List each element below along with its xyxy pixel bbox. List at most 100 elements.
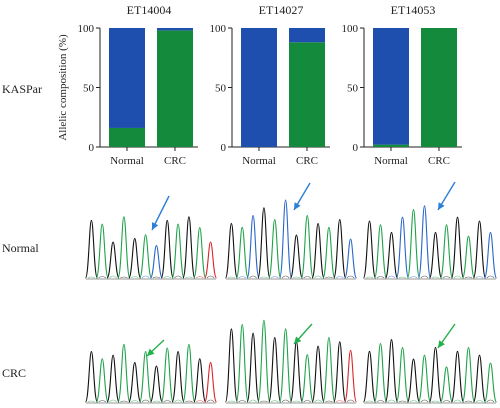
- trace-peak: [428, 346, 443, 403]
- trace-noise: [130, 276, 139, 279]
- trace-noise: [185, 400, 193, 403]
- trace-peak: [224, 222, 238, 279]
- trace-peak: [117, 343, 131, 403]
- bar-crc-segment-0: [421, 28, 457, 147]
- trace-peak: [417, 354, 432, 403]
- trace-noise: [141, 275, 150, 279]
- chromatogram-3: [84, 343, 218, 404]
- trace-noise: [453, 275, 462, 279]
- trace-peak: [439, 224, 454, 279]
- trace-peak: [257, 207, 271, 279]
- row-label-crc: CRC: [2, 366, 26, 380]
- bar-normal-segment-1: [241, 28, 277, 147]
- trace-peak: [257, 319, 271, 403]
- trace-peak: [344, 349, 358, 403]
- trace-peak: [246, 215, 260, 279]
- trace-noise: [398, 400, 407, 403]
- trace-noise: [174, 275, 182, 279]
- bar-crc-segment-1: [289, 28, 325, 43]
- trace-peak: [160, 347, 174, 403]
- trace-peak: [279, 199, 293, 279]
- row-label-normal: Normal: [2, 241, 39, 255]
- y-tick-label: 50: [215, 83, 227, 95]
- trace-noise: [325, 276, 333, 279]
- trace-noise: [120, 400, 128, 403]
- x-tick-label: Normal: [374, 155, 408, 167]
- trace-peak: [461, 346, 476, 403]
- trace-peak: [182, 343, 196, 403]
- trace-noise: [409, 400, 418, 403]
- trace-noise: [249, 399, 257, 403]
- trace-peak: [417, 205, 432, 279]
- trace-peak: [373, 224, 388, 279]
- trace-peak: [128, 361, 142, 403]
- trace-noise: [260, 276, 268, 279]
- trace-peak: [246, 332, 260, 403]
- trace-noise: [335, 400, 344, 403]
- trace-peak: [139, 234, 153, 279]
- chart-0: ET14004 0 50 100 Allelic composition (%) Norm…: [57, 3, 198, 167]
- trace-peak: [95, 223, 109, 279]
- x-tick-label: Normal: [110, 155, 144, 167]
- trace-peak: [106, 354, 120, 403]
- trace-peak: [182, 216, 196, 279]
- trace-noise: [486, 399, 495, 403]
- trace-noise: [335, 276, 344, 279]
- trace-peak: [279, 328, 293, 403]
- trace-noise: [238, 400, 247, 403]
- trace-noise: [98, 276, 107, 279]
- bar-normal-segment-0: [373, 144, 409, 147]
- trace-peak: [362, 350, 377, 403]
- trace-noise: [314, 275, 322, 279]
- trace-peak: [311, 345, 325, 403]
- trace-noise: [281, 399, 290, 403]
- trace-noise: [325, 400, 333, 403]
- trace-peak: [235, 324, 249, 403]
- bar-crc-segment-1: [157, 28, 193, 31]
- trace-peak: [139, 351, 153, 403]
- trace-peak: [472, 354, 487, 403]
- trace-noise: [260, 400, 268, 403]
- trace-noise: [376, 276, 385, 279]
- trace-peak: [171, 223, 185, 279]
- trace-peak: [472, 220, 487, 279]
- chart-2: ET14053 0 50 100 Normal CRC: [342, 3, 462, 167]
- bar-normal-segment-1: [373, 28, 409, 145]
- trace-peak: [95, 358, 109, 403]
- trace-noise: [270, 276, 279, 279]
- trace-noise: [141, 399, 150, 403]
- trace-noise: [98, 400, 107, 403]
- arrow-blue-icon: [151, 195, 170, 231]
- y-tick-label: 0: [89, 142, 95, 154]
- trace-noise: [303, 400, 312, 403]
- trace-peak: [344, 238, 358, 279]
- trace-noise: [120, 276, 128, 279]
- trace-peak: [84, 351, 98, 403]
- trace-noise: [346, 275, 355, 279]
- trace-noise: [292, 400, 301, 403]
- trace-peak: [149, 365, 163, 403]
- trace-noise: [163, 400, 172, 403]
- arrow-green-icon: [437, 323, 456, 349]
- trace-noise: [398, 276, 407, 279]
- trace-noise: [409, 276, 418, 279]
- trace-peak: [384, 231, 399, 279]
- chromatogram-5: [362, 339, 498, 404]
- chromatogram-panels: [84, 181, 498, 404]
- trace-peak: [193, 227, 207, 279]
- y-tick-label: 100: [78, 23, 95, 35]
- trace-peak: [300, 215, 314, 279]
- trace-noise: [420, 399, 429, 403]
- trace-noise: [249, 275, 257, 279]
- trace-peak: [333, 218, 347, 279]
- trace-noise: [238, 276, 247, 279]
- chromatogram-2: [362, 205, 498, 280]
- trace-peak: [362, 220, 377, 279]
- trace-noise: [174, 399, 182, 403]
- trace-peak: [128, 237, 142, 279]
- trace-noise: [152, 400, 161, 403]
- trace-peak: [461, 235, 476, 279]
- y-tick-label: 100: [210, 23, 227, 35]
- trace-noise: [185, 276, 193, 279]
